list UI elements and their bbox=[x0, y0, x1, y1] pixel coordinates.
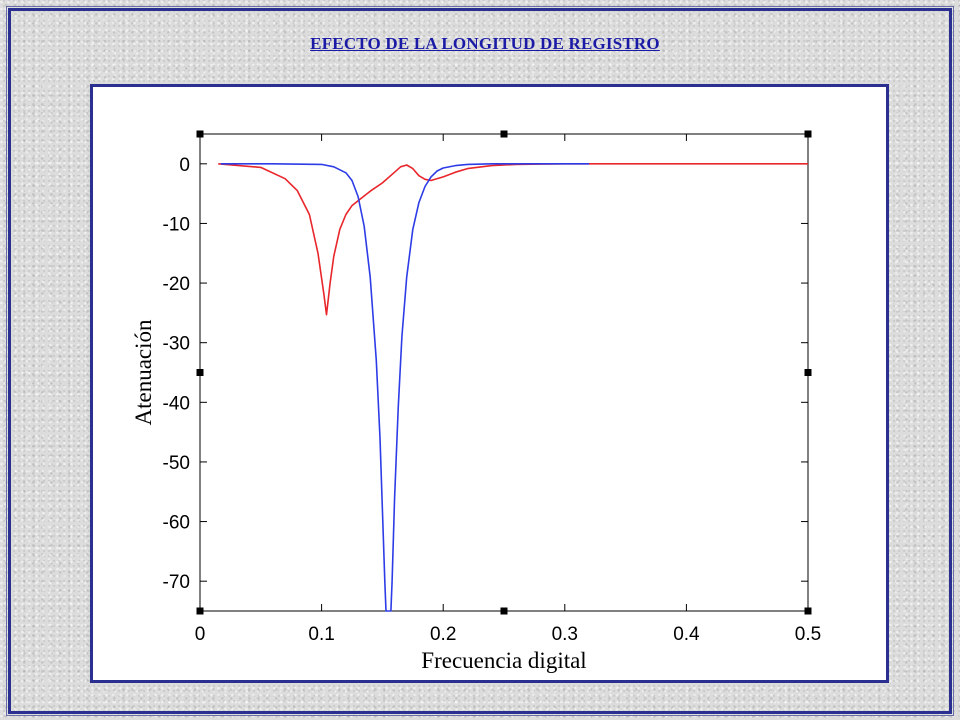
x-tick-label: 0.5 bbox=[795, 624, 821, 645]
x-axis-label: Frecuencia digital bbox=[421, 648, 586, 673]
selection-handle bbox=[196, 369, 204, 376]
x-tick-label: 0.2 bbox=[430, 624, 456, 645]
y-tick-label: -20 bbox=[163, 274, 190, 295]
slide-title: EFECTO DE LA LONGITUD DE REGISTRO bbox=[310, 34, 660, 53]
x-tick-label: 0.1 bbox=[308, 624, 334, 645]
y-tick-label: -30 bbox=[163, 334, 190, 355]
x-tick-label: 0.3 bbox=[552, 624, 578, 645]
x-tick-label: 0 bbox=[195, 624, 206, 645]
slide-frame bbox=[6, 6, 954, 716]
y-tick-label: -10 bbox=[163, 214, 190, 235]
selection-handle bbox=[196, 607, 204, 615]
y-axis-label: Atenuación bbox=[131, 319, 156, 426]
x-tick-label: 0.4 bbox=[673, 624, 700, 645]
y-tick-label: -60 bbox=[163, 513, 190, 534]
selection-handle bbox=[500, 130, 508, 138]
plot-area-border bbox=[199, 133, 809, 612]
y-tick-label: 0 bbox=[179, 155, 190, 176]
selection-handle bbox=[804, 130, 812, 138]
attenuation-chart: 0 -10 -20 -30 -40 -50 -60 -70 0 0.1 0.2 0.3 0.4 0.5 F… bbox=[131, 130, 821, 673]
chart-panel: 0 -10 -20 -30 -40 -50 -60 -70 0 0.1 0.2 0.3 0.4 0.5 F… bbox=[90, 84, 889, 683]
series-line-red bbox=[218, 163, 808, 316]
selection-handle bbox=[804, 607, 812, 615]
y-tick-label: -50 bbox=[163, 453, 190, 474]
selection-handle bbox=[804, 369, 812, 376]
selection-handle bbox=[500, 607, 508, 615]
y-tick-label: -40 bbox=[163, 393, 190, 414]
selection-handle bbox=[196, 130, 204, 138]
series-line-blue bbox=[220, 163, 590, 612]
y-tick-label: -70 bbox=[163, 572, 190, 593]
